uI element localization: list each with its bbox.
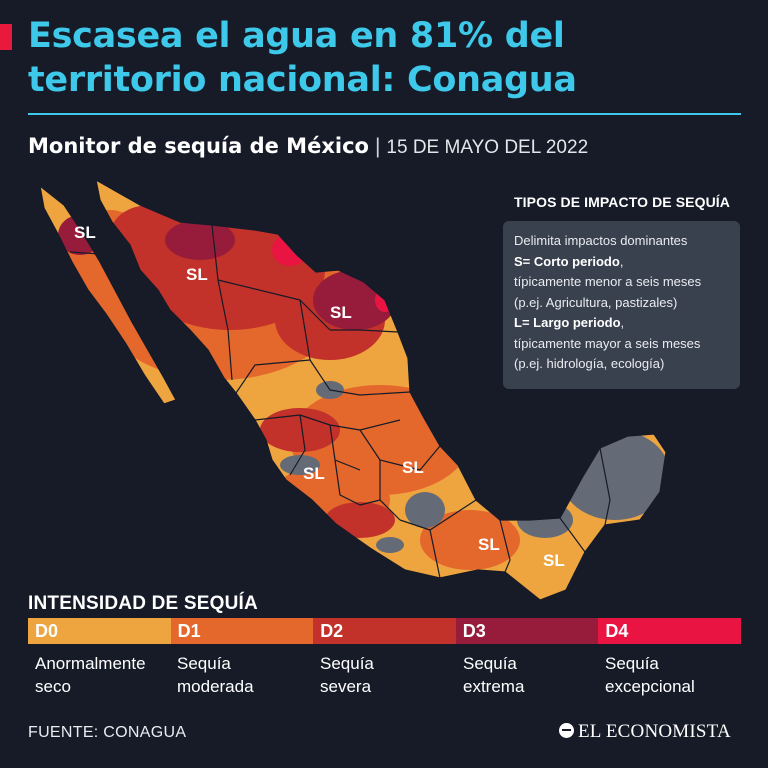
impact-long-desc: típicamente mayor a seis meses — [514, 335, 701, 351]
d2-area — [260, 408, 340, 452]
drought-intensity-areas — [58, 200, 666, 570]
legend-title: INTENSIDAD DE SEQUÍA — [28, 593, 258, 614]
impact-label-sl: SL — [186, 265, 208, 284]
no-drought-area — [280, 455, 320, 475]
legend-label-d2: Sequía severa — [320, 652, 460, 698]
legend-label-d3: Sequía extrema — [463, 652, 603, 698]
legend-swatch-d0: D0 — [28, 618, 171, 644]
legend-label-line: severa — [320, 677, 372, 696]
brand-name: EL ECONOMISTA — [578, 721, 731, 742]
impact-long-suffix: , — [620, 315, 625, 330]
no-drought-area — [560, 430, 666, 520]
impact-label-sl: SL — [402, 458, 424, 477]
legend-swatch-d4: D4 — [598, 618, 741, 644]
subtitle-row: Monitor de sequía de México | 15 DE MAYO D… — [28, 134, 588, 159]
legend-label-line: Sequía — [320, 654, 374, 673]
map-title: Monitor de sequía de México — [28, 134, 369, 158]
impact-label-sl: SL — [543, 551, 565, 570]
el-economista-logo-icon — [559, 723, 574, 738]
accent-bar — [0, 24, 12, 50]
impact-short-label: S= Corto periodo — [514, 253, 620, 269]
impact-types-title: TIPOS DE IMPACTO DE SEQUÍA — [514, 194, 730, 210]
impact-long-row: L= Largo periodo, — [514, 313, 730, 334]
impact-short-row: S= Corto periodo, — [514, 252, 730, 273]
impact-short-desc: típicamente menor a seis meses — [514, 274, 702, 289]
legend-label-line: Sequía — [463, 654, 517, 673]
title-separator: | — [374, 135, 381, 158]
legend-swatch-d2: D2 — [313, 618, 456, 644]
legend-code: D4 — [605, 621, 629, 641]
d1-area — [420, 510, 520, 570]
impact-long-label: L= Largo periodo — [514, 315, 621, 330]
state-borders — [39, 179, 667, 601]
legend-label-d4: Sequía excepcional — [605, 652, 745, 698]
d4-area — [272, 234, 308, 266]
impact-long-examples: (p.ej. hidrología, ecología) — [514, 356, 665, 371]
d3-area — [165, 220, 235, 260]
headline: Escasea el agua en 81% del territorio na… — [28, 16, 577, 100]
impact-intro: Delimita impactos dominantes — [514, 233, 688, 248]
brand-logo: EL ECONOMISTA — [559, 721, 731, 743]
no-drought-area — [405, 492, 445, 528]
legend-label-line: extrema — [463, 677, 525, 696]
impact-short-examples: (p.ej. Agricultura, pastizales) — [514, 294, 678, 310]
impact-label-sl: SL — [74, 223, 96, 242]
source-note: FUENTE: CONAGUA — [28, 724, 187, 741]
legend-label-line: excepcional — [605, 677, 695, 696]
legend-code: D1 — [177, 621, 201, 641]
impact-label-sl: SL — [478, 535, 500, 554]
legend-label-line: Anormalmente — [35, 654, 146, 673]
legend-scale: D0 D1 D2 D3 D4 — [28, 618, 741, 644]
legend-label-line: Sequía — [605, 654, 659, 673]
legend-label-line: Sequía — [177, 654, 231, 673]
legend-label-line: seco — [35, 677, 71, 696]
legend-label-d1: Sequía moderada — [177, 652, 317, 698]
no-drought-area — [376, 537, 404, 553]
legend-code: D0 — [35, 621, 59, 641]
legend-swatch-d1: D1 — [170, 618, 314, 644]
impact-types-box: Delimita impactos dominantes S= Corto pe… — [503, 221, 740, 389]
legend-label-d0: Anormalmente seco — [35, 652, 175, 698]
impact-label-sl: SL — [303, 464, 325, 483]
drought-map: SL SL SL SL SL SL SL — [39, 179, 667, 601]
impact-label-sl: SL — [330, 303, 352, 322]
map-date: 15 DE MAYO DEL 2022 — [386, 137, 589, 158]
legend-label-line: moderada — [177, 677, 254, 696]
impact-short-suffix: , — [619, 253, 624, 269]
legend-code: D3 — [462, 621, 486, 641]
impact-labels: SL SL SL SL SL SL SL — [74, 223, 565, 570]
legend-swatch-d3: D3 — [455, 618, 599, 644]
legend-code: D2 — [320, 621, 344, 641]
d2-area — [325, 502, 395, 538]
title-rule — [28, 113, 741, 115]
